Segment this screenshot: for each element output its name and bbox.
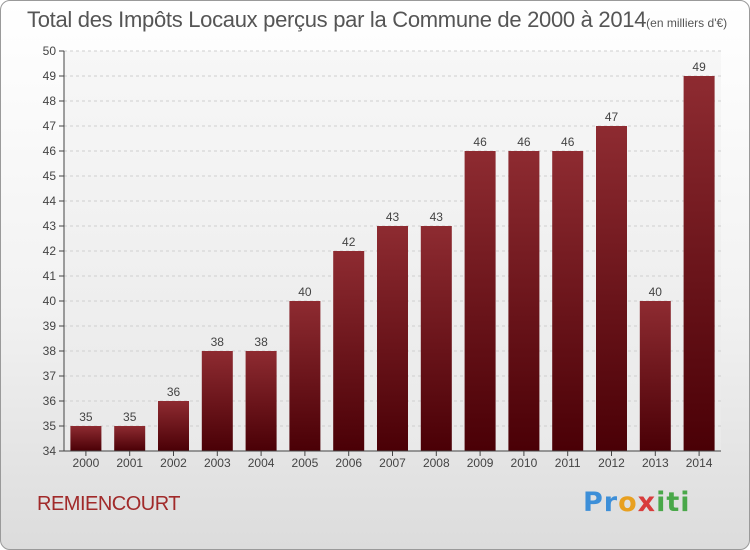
- y-tick-label: 35: [43, 419, 57, 433]
- x-tick-label: 2010: [511, 456, 538, 470]
- bar-2001: [114, 426, 146, 451]
- bar-2007: [377, 226, 408, 451]
- bar-2008: [420, 226, 452, 451]
- y-tick-label: 38: [43, 344, 57, 358]
- x-tick-label: 2004: [248, 456, 275, 470]
- data-label: 46: [561, 135, 575, 149]
- data-label: 40: [649, 285, 663, 299]
- y-tick-label: 46: [43, 144, 57, 158]
- x-tick-label: 2003: [204, 456, 231, 470]
- data-label: 49: [692, 60, 706, 74]
- data-label: 47: [605, 110, 619, 124]
- y-tick-label: 49: [43, 69, 57, 83]
- data-label: 35: [123, 410, 137, 424]
- y-tick-label: 37: [43, 369, 57, 383]
- data-label: 46: [473, 135, 487, 149]
- data-label: 43: [430, 210, 444, 224]
- x-tick-label: 2005: [292, 456, 319, 470]
- data-label: 43: [386, 210, 400, 224]
- data-label: 46: [517, 135, 531, 149]
- y-tick-label: 44: [43, 194, 57, 208]
- y-tick-label: 48: [43, 94, 57, 108]
- x-tick-label: 2009: [467, 456, 494, 470]
- y-tick-label: 40: [43, 294, 57, 308]
- bar-2003: [201, 351, 233, 451]
- x-tick-label: 2013: [642, 456, 669, 470]
- x-tick-label: 2007: [379, 456, 406, 470]
- chart-title-text: Total des Impôts Locaux perçus par la Co…: [27, 7, 647, 32]
- data-label: 40: [298, 285, 312, 299]
- y-tick-label: 45: [43, 169, 57, 183]
- x-tick-label: 2012: [598, 456, 625, 470]
- y-tick-label: 42: [43, 244, 57, 258]
- data-label: 38: [254, 335, 268, 349]
- y-tick-label: 41: [43, 269, 57, 283]
- bar-2013: [639, 301, 671, 451]
- commune-name: REMIENCOURT: [37, 493, 181, 515]
- chart-unit-label: (en milliers d'€): [646, 16, 728, 30]
- y-tick-label: 47: [43, 119, 57, 133]
- x-tick-label: 2001: [116, 456, 143, 470]
- bar-2006: [333, 251, 365, 451]
- data-label: 36: [167, 385, 181, 399]
- proxiti-logo: Proxiti: [583, 487, 691, 518]
- chart-title: Total des Impôts Locaux perçus par la Co…: [27, 7, 727, 33]
- bar-2000: [70, 426, 102, 451]
- y-tick-label: 36: [43, 394, 57, 408]
- y-tick-label: 39: [43, 319, 57, 333]
- bar-2011: [552, 151, 584, 451]
- x-tick-label: 2002: [160, 456, 187, 470]
- x-tick-label: 2014: [686, 456, 713, 470]
- x-tick-label: 2011: [555, 456, 581, 470]
- bar-2004: [245, 351, 277, 451]
- bar-2002: [158, 401, 189, 451]
- bar-2014: [683, 76, 715, 451]
- data-label: 35: [79, 410, 93, 424]
- y-tick-label: 50: [43, 44, 57, 58]
- x-tick-label: 2006: [335, 456, 362, 470]
- data-label: 42: [342, 235, 356, 249]
- x-tick-label: 2008: [423, 456, 450, 470]
- bar-2009: [464, 151, 496, 451]
- bar-2010: [508, 151, 540, 451]
- bar-2005: [289, 301, 321, 451]
- x-tick-label: 2000: [73, 456, 100, 470]
- y-tick-label: 43: [43, 219, 57, 233]
- bar-2012: [596, 126, 627, 451]
- y-tick-label: 34: [43, 444, 57, 458]
- data-label: 38: [211, 335, 225, 349]
